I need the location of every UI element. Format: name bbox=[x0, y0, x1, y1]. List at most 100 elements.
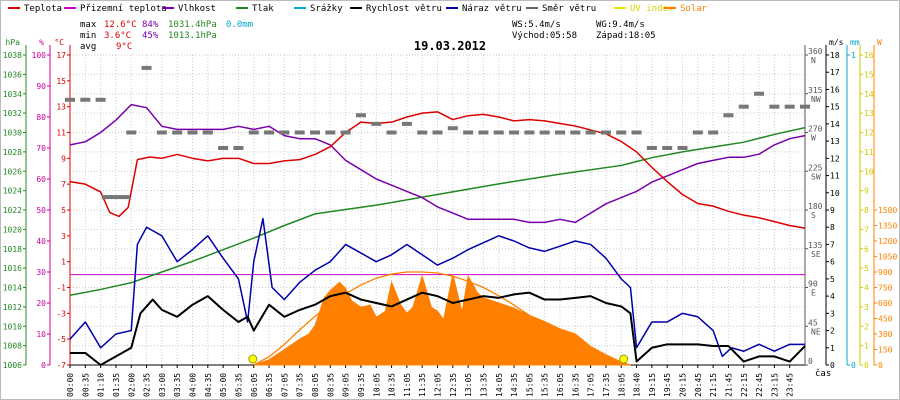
humidity-axis-unit: % bbox=[39, 38, 44, 47]
pressure-axis-tick-label: 1026 bbox=[3, 167, 22, 176]
direction-axis-tick-label: 135 bbox=[808, 241, 823, 250]
uv-axis-tick-label: 10 bbox=[864, 167, 874, 176]
series-solar bbox=[253, 273, 631, 366]
uv-axis-tick-label: 12 bbox=[864, 129, 874, 138]
humidity-axis-tick-label: 100 bbox=[32, 51, 47, 60]
x-tick-label: 10:05 bbox=[372, 373, 381, 397]
legend-label: UV index bbox=[630, 4, 674, 14]
direction-axis-tick-label: 360 bbox=[808, 47, 823, 56]
chart-title: 19.03.2012 bbox=[414, 39, 486, 53]
stats-sunrise: Východ:05:58 bbox=[512, 31, 577, 41]
rain-axis-tick-label: 1 bbox=[851, 51, 856, 60]
stats-max-pressure: 1031.4hPa bbox=[168, 20, 217, 30]
x-tick-label: 04:00 bbox=[189, 373, 198, 397]
x-tick-label: 10:35 bbox=[388, 373, 397, 397]
legend-label: Tlak bbox=[252, 4, 274, 14]
direction-axis-tick-label: 270 bbox=[808, 125, 823, 134]
stats-max-label: max bbox=[80, 20, 97, 30]
wind-axis-tick-label: 17 bbox=[830, 68, 840, 77]
temperature-axis-tick-label: 3 bbox=[61, 232, 66, 241]
x-tick-label: 05:35 bbox=[234, 373, 243, 397]
x-tick-label: 00:35 bbox=[81, 373, 90, 397]
pressure-axis-tick-label: 1014 bbox=[3, 284, 22, 293]
x-tick-label: 22:15 bbox=[740, 373, 749, 397]
sun-marker bbox=[619, 354, 629, 364]
x-tick-label: 07:35 bbox=[296, 373, 305, 397]
stats-avg-temp: 9°C bbox=[116, 42, 132, 52]
uv-axis-tick-label: 9 bbox=[864, 187, 869, 196]
humidity-axis-tick-label: 90 bbox=[36, 82, 46, 91]
uv-axis-tick-label: 7 bbox=[864, 225, 869, 234]
wind-axis-tick-label: 1 bbox=[830, 344, 835, 353]
humidity-axis-tick-label: 60 bbox=[36, 175, 46, 184]
pressure-axis-tick-label: 1024 bbox=[3, 187, 22, 196]
wind-axis-tick-label: 4 bbox=[830, 292, 835, 301]
stats-min-temp: 3.6°C bbox=[104, 31, 131, 41]
pressure-axis-tick-label: 1030 bbox=[3, 129, 22, 138]
x-tick-label: 12:35 bbox=[449, 373, 458, 397]
stats-max-rain: 0.0mm bbox=[226, 20, 253, 30]
direction-axis-tick-label: 45 bbox=[808, 318, 818, 327]
x-axis: 00:00 00:35 01:10 01:35 02:00 02:35 03:00 03:35… bbox=[66, 365, 795, 397]
rain-axis-unit: mm bbox=[850, 38, 860, 47]
wind-axis-tick-label: 10 bbox=[830, 189, 840, 198]
right-axes: 360N315NW270W225SW180S135SE90E45NE0m/s18… bbox=[804, 38, 897, 370]
uv-axis-tick-label: 15 bbox=[864, 70, 874, 79]
pressure-axis-tick-label: 1022 bbox=[3, 206, 22, 215]
x-tick-label: 21:15 bbox=[709, 373, 718, 397]
x-tick-label: 17:35 bbox=[602, 373, 611, 397]
humidity-axis-tick-label: 40 bbox=[36, 237, 46, 246]
series-temperature bbox=[69, 111, 806, 229]
legend-label: Náraz větru bbox=[462, 4, 522, 14]
humidity-axis-tick-label: 80 bbox=[36, 113, 46, 122]
uv-axis-tick-label: 11 bbox=[864, 148, 874, 157]
solar-axis-unit: W bbox=[877, 38, 882, 47]
solar-axis-tick-label: 1500 bbox=[878, 206, 897, 215]
x-tick-label: 01:10 bbox=[97, 373, 106, 397]
direction-axis-tick-label: 0 bbox=[808, 357, 813, 366]
series-humidity bbox=[69, 103, 806, 224]
uv-axis-tick-label: 6 bbox=[864, 245, 869, 254]
stats-max-humidity: 84% bbox=[142, 20, 159, 30]
wind-axis-tick-label: 11 bbox=[830, 172, 840, 181]
wind-axis-tick-label: 5 bbox=[830, 275, 835, 284]
x-tick-label: 17:05 bbox=[587, 373, 596, 397]
temperature-axis-tick-label: -3 bbox=[56, 309, 66, 318]
legend-label: Solar bbox=[680, 4, 708, 14]
direction-axis-dir-label: SE bbox=[811, 250, 821, 259]
wind-axis-tick-label: 16 bbox=[830, 85, 840, 94]
solar-axis-tick-label: 0 bbox=[878, 361, 883, 370]
x-tick-label: 07:05 bbox=[280, 373, 289, 397]
x-tick-label: 12:05 bbox=[434, 373, 443, 397]
pressure-axis-tick-label: 1034 bbox=[3, 90, 22, 99]
x-tick-label: 22:45 bbox=[755, 373, 764, 397]
solar-axis-tick-label: 900 bbox=[878, 268, 893, 277]
x-tick-label: 14:05 bbox=[495, 373, 504, 397]
temperature-axis-tick-label: 13 bbox=[56, 103, 66, 112]
x-tick-label: 15:35 bbox=[541, 373, 550, 397]
pressure-axis-unit: hPa bbox=[6, 38, 21, 47]
legend: Teplota Přizemní teplota Vlhkost Tlak Srážky… bbox=[8, 4, 708, 14]
x-tick-label: 09:05 bbox=[342, 373, 351, 397]
uv-axis-tick-label: 8 bbox=[864, 206, 869, 215]
x-tick-label: 16:05 bbox=[556, 373, 565, 397]
x-axis-label: čas bbox=[815, 368, 831, 379]
solar-axis-tick-label: 1200 bbox=[878, 237, 897, 246]
stats-min-humidity: 45% bbox=[142, 31, 159, 41]
humidity-axis-tick-label: 70 bbox=[36, 144, 46, 153]
x-tick-label: 18:40 bbox=[633, 373, 642, 397]
x-tick-label: 06:05 bbox=[250, 373, 259, 397]
x-tick-label: 20:15 bbox=[679, 373, 688, 397]
stats-max-temp: 12.6°C bbox=[104, 20, 137, 30]
humidity-axis-tick-label: 10 bbox=[36, 330, 46, 339]
pressure-axis-tick-label: 1006 bbox=[3, 361, 22, 370]
uv-axis-tick-label: 1 bbox=[864, 342, 869, 351]
x-tick-label: 20:45 bbox=[694, 373, 703, 397]
wind-axis-tick-label: 13 bbox=[830, 137, 840, 146]
wind-axis-tick-label: 7 bbox=[830, 240, 835, 249]
direction-axis-dir-label: N bbox=[811, 56, 816, 65]
x-tick-label: 16:35 bbox=[571, 373, 580, 397]
wind-axis-tick-label: 12 bbox=[830, 154, 840, 163]
solar-axis-tick-label: 600 bbox=[878, 299, 893, 308]
temperature-axis-tick-label: 1 bbox=[61, 258, 66, 267]
